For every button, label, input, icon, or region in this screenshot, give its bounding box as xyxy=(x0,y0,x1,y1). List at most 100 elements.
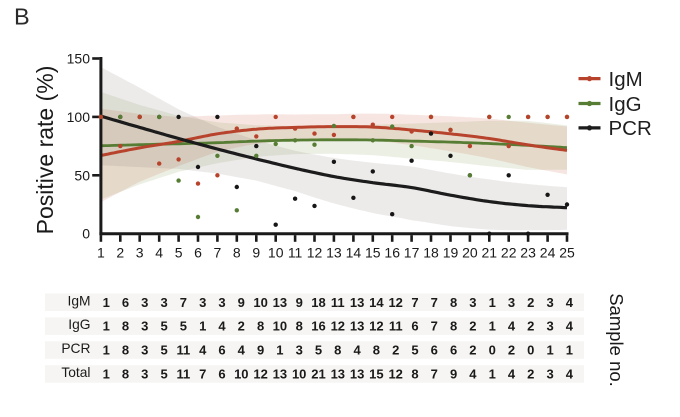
svg-text:5: 5 xyxy=(180,319,187,334)
svg-text:5: 5 xyxy=(160,343,167,358)
svg-text:3: 3 xyxy=(469,295,476,310)
svg-text:2: 2 xyxy=(469,343,476,358)
svg-text:5: 5 xyxy=(175,245,183,261)
svg-text:13: 13 xyxy=(350,295,364,310)
svg-text:2: 2 xyxy=(527,367,534,382)
svg-text:8: 8 xyxy=(334,343,341,358)
svg-text:PCR: PCR xyxy=(609,117,652,140)
svg-text:12: 12 xyxy=(388,367,402,382)
svg-text:7: 7 xyxy=(199,367,206,382)
svg-text:4: 4 xyxy=(508,367,516,382)
svg-text:4: 4 xyxy=(155,245,163,261)
svg-text:6: 6 xyxy=(411,319,418,334)
svg-text:13: 13 xyxy=(326,245,342,261)
svg-text:IgG: IgG xyxy=(609,93,642,116)
svg-text:24: 24 xyxy=(540,245,556,261)
svg-text:1: 1 xyxy=(566,343,573,358)
svg-text:3: 3 xyxy=(141,295,148,310)
svg-text:4: 4 xyxy=(238,343,246,358)
svg-text:1: 1 xyxy=(199,319,206,334)
svg-text:19: 19 xyxy=(443,245,459,261)
svg-text:1: 1 xyxy=(97,245,105,261)
svg-text:3: 3 xyxy=(218,295,225,310)
svg-text:6: 6 xyxy=(431,343,438,358)
svg-text:11: 11 xyxy=(288,245,303,261)
svg-text:3: 3 xyxy=(141,343,148,358)
svg-text:11: 11 xyxy=(389,319,403,334)
svg-text:6: 6 xyxy=(218,343,225,358)
svg-text:16: 16 xyxy=(311,319,325,334)
svg-text:3: 3 xyxy=(160,295,167,310)
svg-text:0: 0 xyxy=(527,343,534,358)
svg-text:14: 14 xyxy=(369,295,384,310)
svg-text:10: 10 xyxy=(273,319,287,334)
svg-text:2: 2 xyxy=(527,319,534,334)
svg-text:PCR: PCR xyxy=(61,341,90,356)
svg-text:1: 1 xyxy=(489,367,496,382)
svg-text:3: 3 xyxy=(546,367,553,382)
svg-text:1: 1 xyxy=(103,295,110,310)
svg-text:3: 3 xyxy=(296,343,303,358)
svg-text:12: 12 xyxy=(388,295,402,310)
svg-text:6: 6 xyxy=(450,343,457,358)
svg-text:5: 5 xyxy=(411,343,418,358)
svg-text:15: 15 xyxy=(369,367,383,382)
svg-text:7: 7 xyxy=(431,295,438,310)
svg-text:1: 1 xyxy=(489,295,496,310)
svg-text:7: 7 xyxy=(214,245,222,261)
svg-text:12: 12 xyxy=(253,367,267,382)
svg-text:18: 18 xyxy=(423,245,439,261)
svg-text:2: 2 xyxy=(238,319,245,334)
svg-text:Positive rate (%): Positive rate (%) xyxy=(32,66,58,235)
svg-text:25: 25 xyxy=(559,245,575,261)
svg-text:8: 8 xyxy=(411,367,418,382)
svg-text:IgM: IgM xyxy=(609,68,643,91)
svg-text:2: 2 xyxy=(116,245,124,261)
svg-text:17: 17 xyxy=(404,245,420,261)
svg-text:8: 8 xyxy=(122,343,129,358)
svg-text:1: 1 xyxy=(103,367,110,382)
svg-text:8: 8 xyxy=(296,319,303,334)
svg-text:4: 4 xyxy=(218,319,226,334)
svg-text:8: 8 xyxy=(233,245,241,261)
svg-text:3: 3 xyxy=(546,295,553,310)
svg-text:3: 3 xyxy=(136,245,144,261)
svg-text:IgG: IgG xyxy=(68,317,90,332)
svg-text:3: 3 xyxy=(199,295,206,310)
svg-text:13: 13 xyxy=(273,295,287,310)
svg-text:IgM: IgM xyxy=(68,293,91,308)
svg-text:11: 11 xyxy=(177,343,191,358)
svg-text:50: 50 xyxy=(74,167,90,183)
svg-text:9: 9 xyxy=(252,245,260,261)
svg-text:10: 10 xyxy=(234,367,248,382)
svg-text:2: 2 xyxy=(392,343,399,358)
svg-text:8: 8 xyxy=(122,367,129,382)
svg-text:Sample no.: Sample no. xyxy=(606,293,627,387)
svg-text:13: 13 xyxy=(350,367,364,382)
svg-text:3: 3 xyxy=(141,319,148,334)
svg-text:Total: Total xyxy=(61,365,90,380)
svg-text:13: 13 xyxy=(273,367,287,382)
svg-text:1: 1 xyxy=(546,343,553,358)
svg-text:20: 20 xyxy=(462,245,478,261)
svg-text:10: 10 xyxy=(253,295,267,310)
svg-text:8: 8 xyxy=(450,319,457,334)
svg-text:18: 18 xyxy=(311,295,325,310)
svg-text:12: 12 xyxy=(307,245,323,261)
svg-text:6: 6 xyxy=(194,245,202,261)
svg-text:4: 4 xyxy=(199,343,207,358)
svg-text:11: 11 xyxy=(331,295,345,310)
svg-text:8: 8 xyxy=(122,319,129,334)
svg-text:21: 21 xyxy=(482,245,498,261)
svg-text:1: 1 xyxy=(489,319,496,334)
svg-text:2: 2 xyxy=(527,295,534,310)
svg-text:0: 0 xyxy=(82,226,90,242)
svg-text:9: 9 xyxy=(450,367,457,382)
svg-text:13: 13 xyxy=(350,319,364,334)
svg-text:15: 15 xyxy=(365,245,381,261)
svg-text:11: 11 xyxy=(177,367,191,382)
svg-text:4: 4 xyxy=(469,367,477,382)
svg-text:7: 7 xyxy=(411,295,418,310)
svg-text:0: 0 xyxy=(489,343,496,358)
svg-text:12: 12 xyxy=(369,319,383,334)
